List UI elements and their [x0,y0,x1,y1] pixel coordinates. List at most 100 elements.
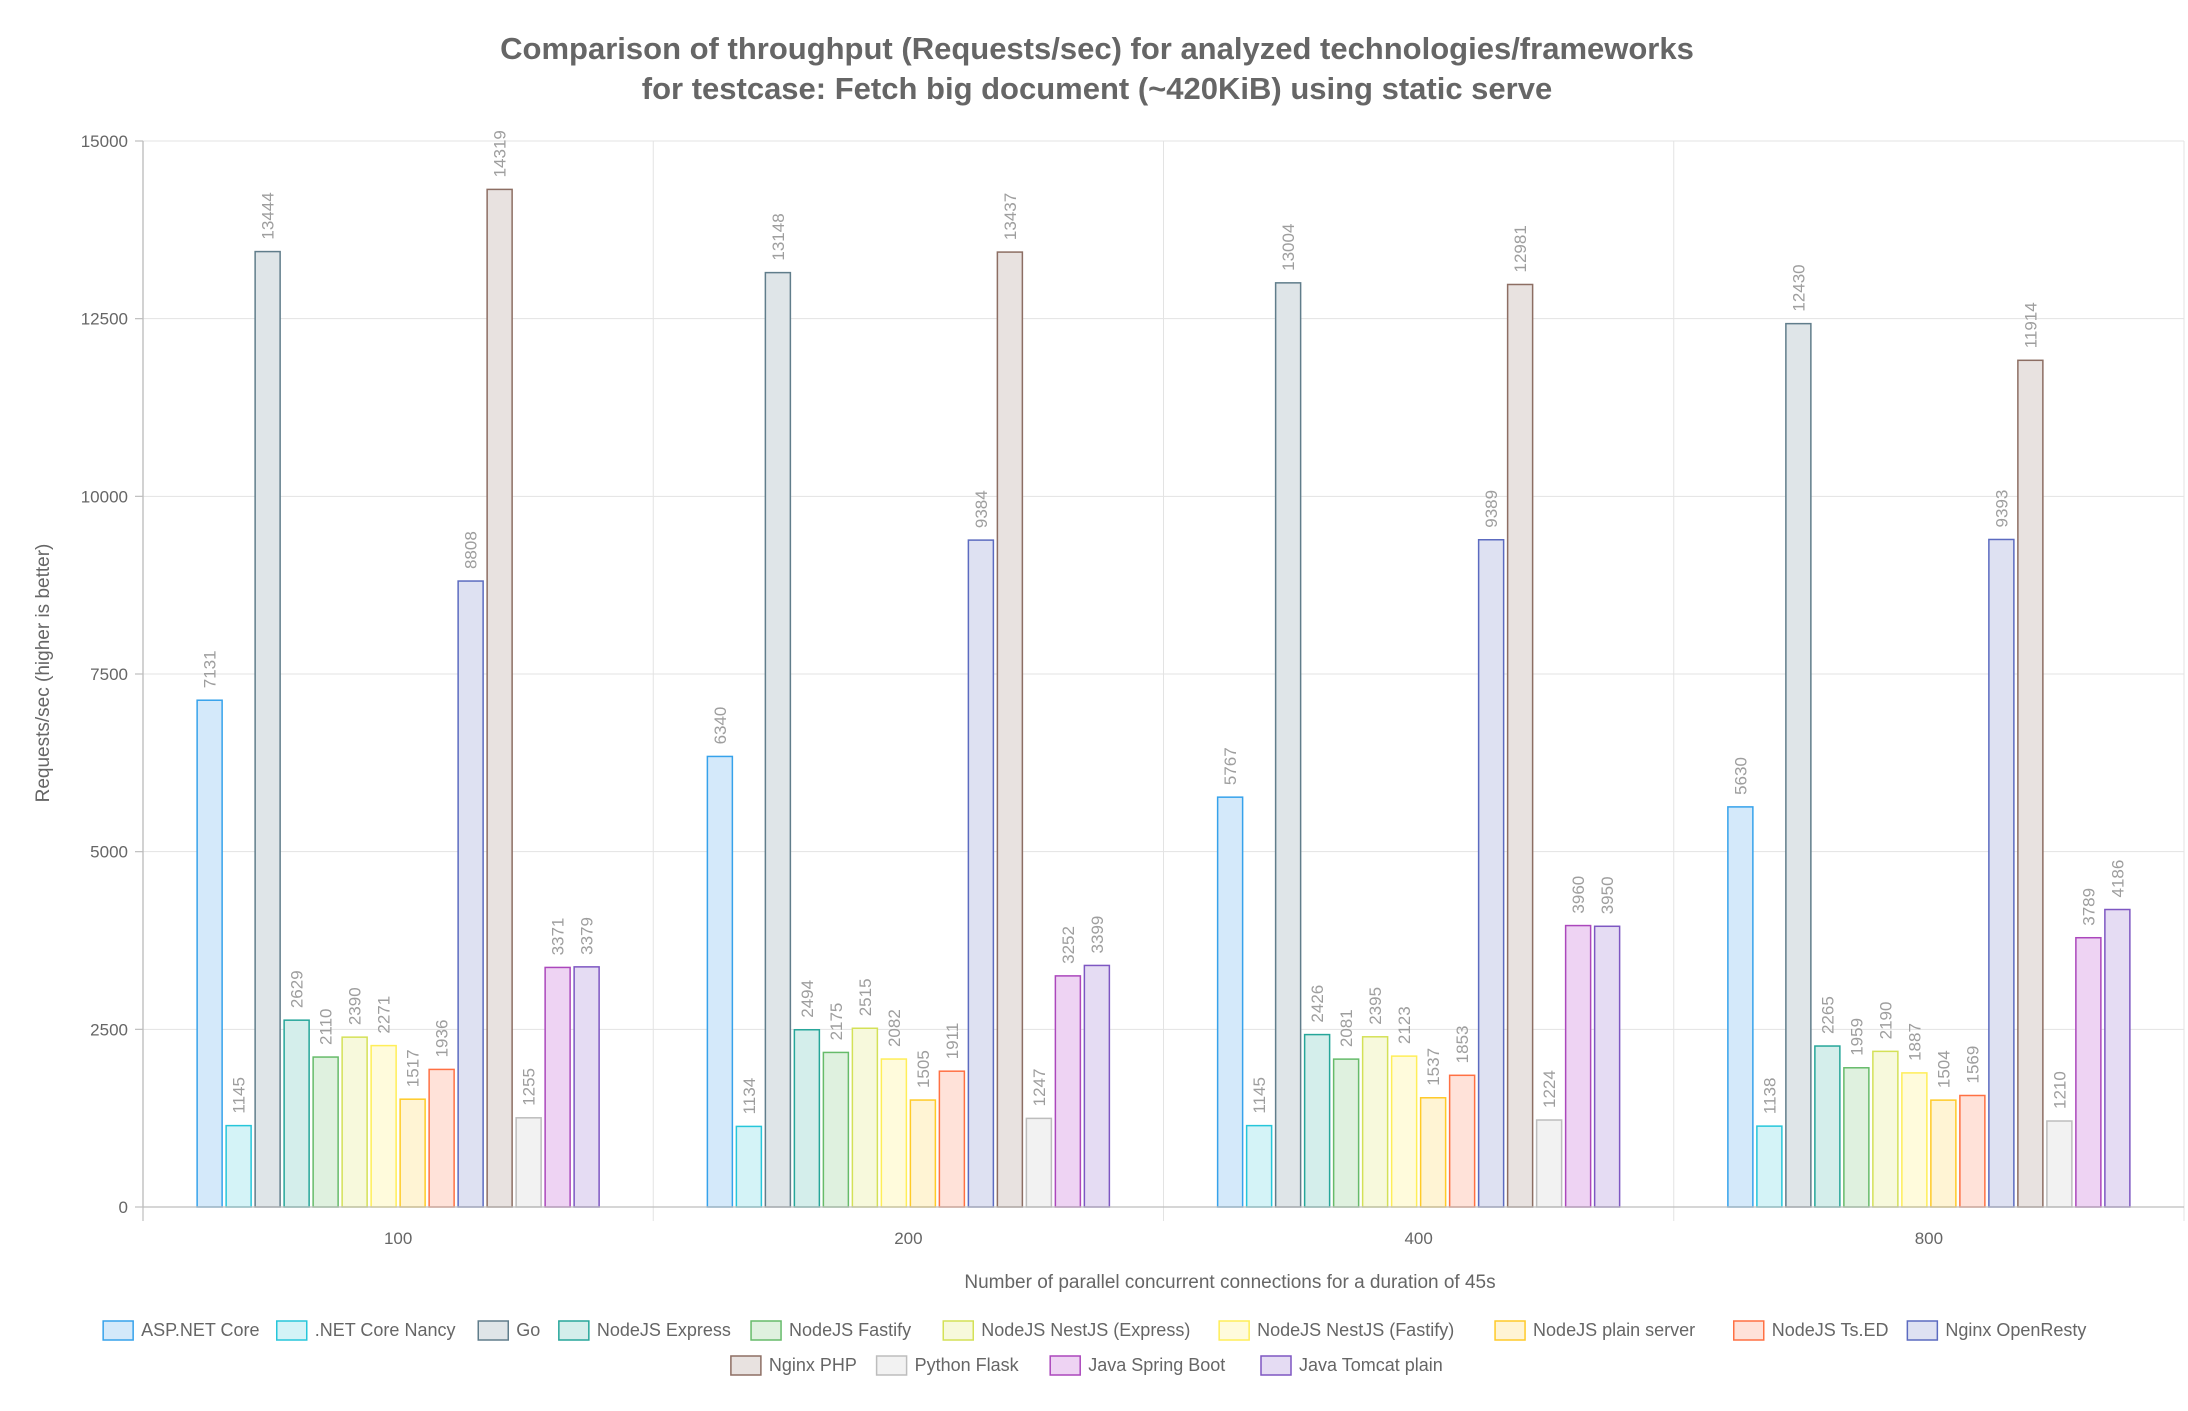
bar-value-label: 3950 [1598,876,1617,914]
bar [428,1068,455,1208]
legend-swatch [875,1355,908,1376]
legend-item[interactable]: NodeJS NestJS (Fastify) [1218,1320,1454,1341]
data-labels: 7131 1145 13444 2629 2110 2390 2271 1517 1936 880… [201,130,2128,1114]
legend-item[interactable]: Java Tomcat plain [1260,1355,1443,1376]
legend-label: Nginx OpenResty [1945,1320,2086,1340]
bar [1814,1045,1841,1208]
bar [1361,1036,1389,1208]
legend-item[interactable]: NodeJS Ts.ED [1733,1320,1889,1341]
bar [909,1099,937,1208]
legend-item[interactable]: ASP.NET Core [102,1320,260,1341]
bar-value-label: 1210 [2050,1071,2069,1109]
bar [486,188,513,1208]
bar-value-label: 2265 [1818,996,1837,1034]
bar [225,1124,252,1208]
bar-value-label: 3371 [549,918,568,956]
bar-value-label: 2110 [317,1008,336,1045]
bar-value-label: 14319 [491,130,510,177]
legend-swatch [558,1320,590,1341]
bar [1872,1050,1899,1208]
legend-item[interactable]: .NET Core Nancy [276,1320,456,1341]
bar-value-label: 4186 [2108,860,2127,898]
bar-value-label: 1936 [433,1020,452,1058]
bar-value-label: 6340 [711,707,730,745]
bar [341,1036,368,1208]
bar [793,1029,821,1208]
bar-value-label: 1517 [404,1049,423,1087]
legend-item[interactable]: NodeJS Fastify [750,1320,911,1341]
bar-value-label: 1138 [1760,1078,1779,1115]
bar-value-label: 7131 [201,650,220,688]
y-axis-label: Requests/sec (higher is better) [33,544,54,803]
bar-value-label: 9389 [1482,490,1501,528]
bar-value-label: 1537 [1424,1048,1443,1086]
bar [573,966,600,1208]
legend-swatch [1049,1355,1081,1376]
bar [1332,1058,1360,1208]
bar [967,539,995,1208]
bar-value-label: 12430 [1789,264,1808,311]
bar-value-label: 2629 [288,970,307,1008]
bar-value-label: 12981 [1511,225,1530,272]
bar-value-label: 2390 [346,987,365,1025]
legend-label: NodeJS Express [597,1320,731,1340]
bar-value-label: 11914 [2021,302,2040,348]
bar-value-label: 2190 [1876,1002,1895,1040]
legend-swatch [1218,1320,1250,1341]
legend-label: NodeJS NestJS (Express) [981,1320,1190,1340]
bar [1448,1074,1476,1208]
bar [2075,936,2102,1208]
legend-label: Java Tomcat plain [1299,1355,1443,1375]
bar [822,1051,850,1208]
legend-label: Python Flask [915,1355,1020,1375]
bar-value-label: 2494 [798,980,817,1018]
bar [254,250,281,1208]
chart-title-line-2: for testcase: Fetch big document (~420Ki… [642,71,1552,106]
legend-swatch [750,1320,782,1341]
legend-swatch [276,1320,308,1341]
legend-item[interactable]: NodeJS NestJS (Express) [942,1320,1190,1341]
bar [1535,1119,1563,1208]
y-tick-label: 2500 [90,1020,128,1039]
chart-title-line-1: Comparison of throughput (Requests/sec) … [500,31,1694,66]
bar-value-label: 3252 [1059,926,1078,964]
legend-item[interactable]: Nginx OpenResty [1906,1320,2086,1341]
legend-label: NodeJS Ts.ED [1772,1320,1889,1340]
bar [1419,1097,1447,1208]
x-tick-label: 400 [1404,1229,1432,1248]
bar [1083,964,1111,1208]
bar-value-label: 13444 [259,192,278,239]
bar [1216,796,1244,1208]
bar [312,1056,339,1208]
bar-value-label: 2426 [1308,985,1327,1023]
bar-value-label: 1911 [943,1023,962,1060]
bar [706,755,734,1208]
bar-value-label: 1134 [740,1078,759,1115]
legend-item[interactable]: Go [477,1320,540,1341]
y-tick-label: 7500 [90,665,128,684]
bar-value-label: 1887 [1905,1023,1924,1061]
legend-item[interactable]: NodeJS Express [558,1320,731,1341]
bar [1727,806,1754,1208]
x-tick-label: 800 [1915,1229,1943,1248]
bar-value-label: 3789 [2079,888,2098,926]
x-axis-label: Number of parallel concurrent connection… [964,1272,1495,1293]
bar-value-label: 9393 [1992,490,2011,528]
legend-item[interactable]: NodeJS plain server [1494,1320,1695,1341]
bar-value-label: 1224 [1540,1070,1559,1108]
legend-item[interactable]: Nginx PHP [730,1355,857,1376]
bar [735,1125,763,1208]
bar-value-label: 1247 [1030,1069,1049,1107]
bar-value-label: 9384 [972,490,991,528]
legend-item[interactable]: Java Spring Boot [1049,1355,1225,1376]
axes: 0 2500 5000 7500 10000 12500 15000 100 200 400 800 [81,132,2184,1248]
bar [1988,538,2015,1208]
bar-value-label: 1255 [520,1068,539,1106]
legend-swatch [942,1320,974,1341]
legend-item[interactable]: Python Flask [875,1355,1020,1376]
bar [2046,1120,2073,1208]
bar-value-label: 5630 [1731,757,1750,795]
bar [764,271,792,1208]
bar [1930,1099,1957,1208]
legend: ASP.NET Core .NET Core Nancy Go NodeJS Expr… [102,1320,2086,1376]
